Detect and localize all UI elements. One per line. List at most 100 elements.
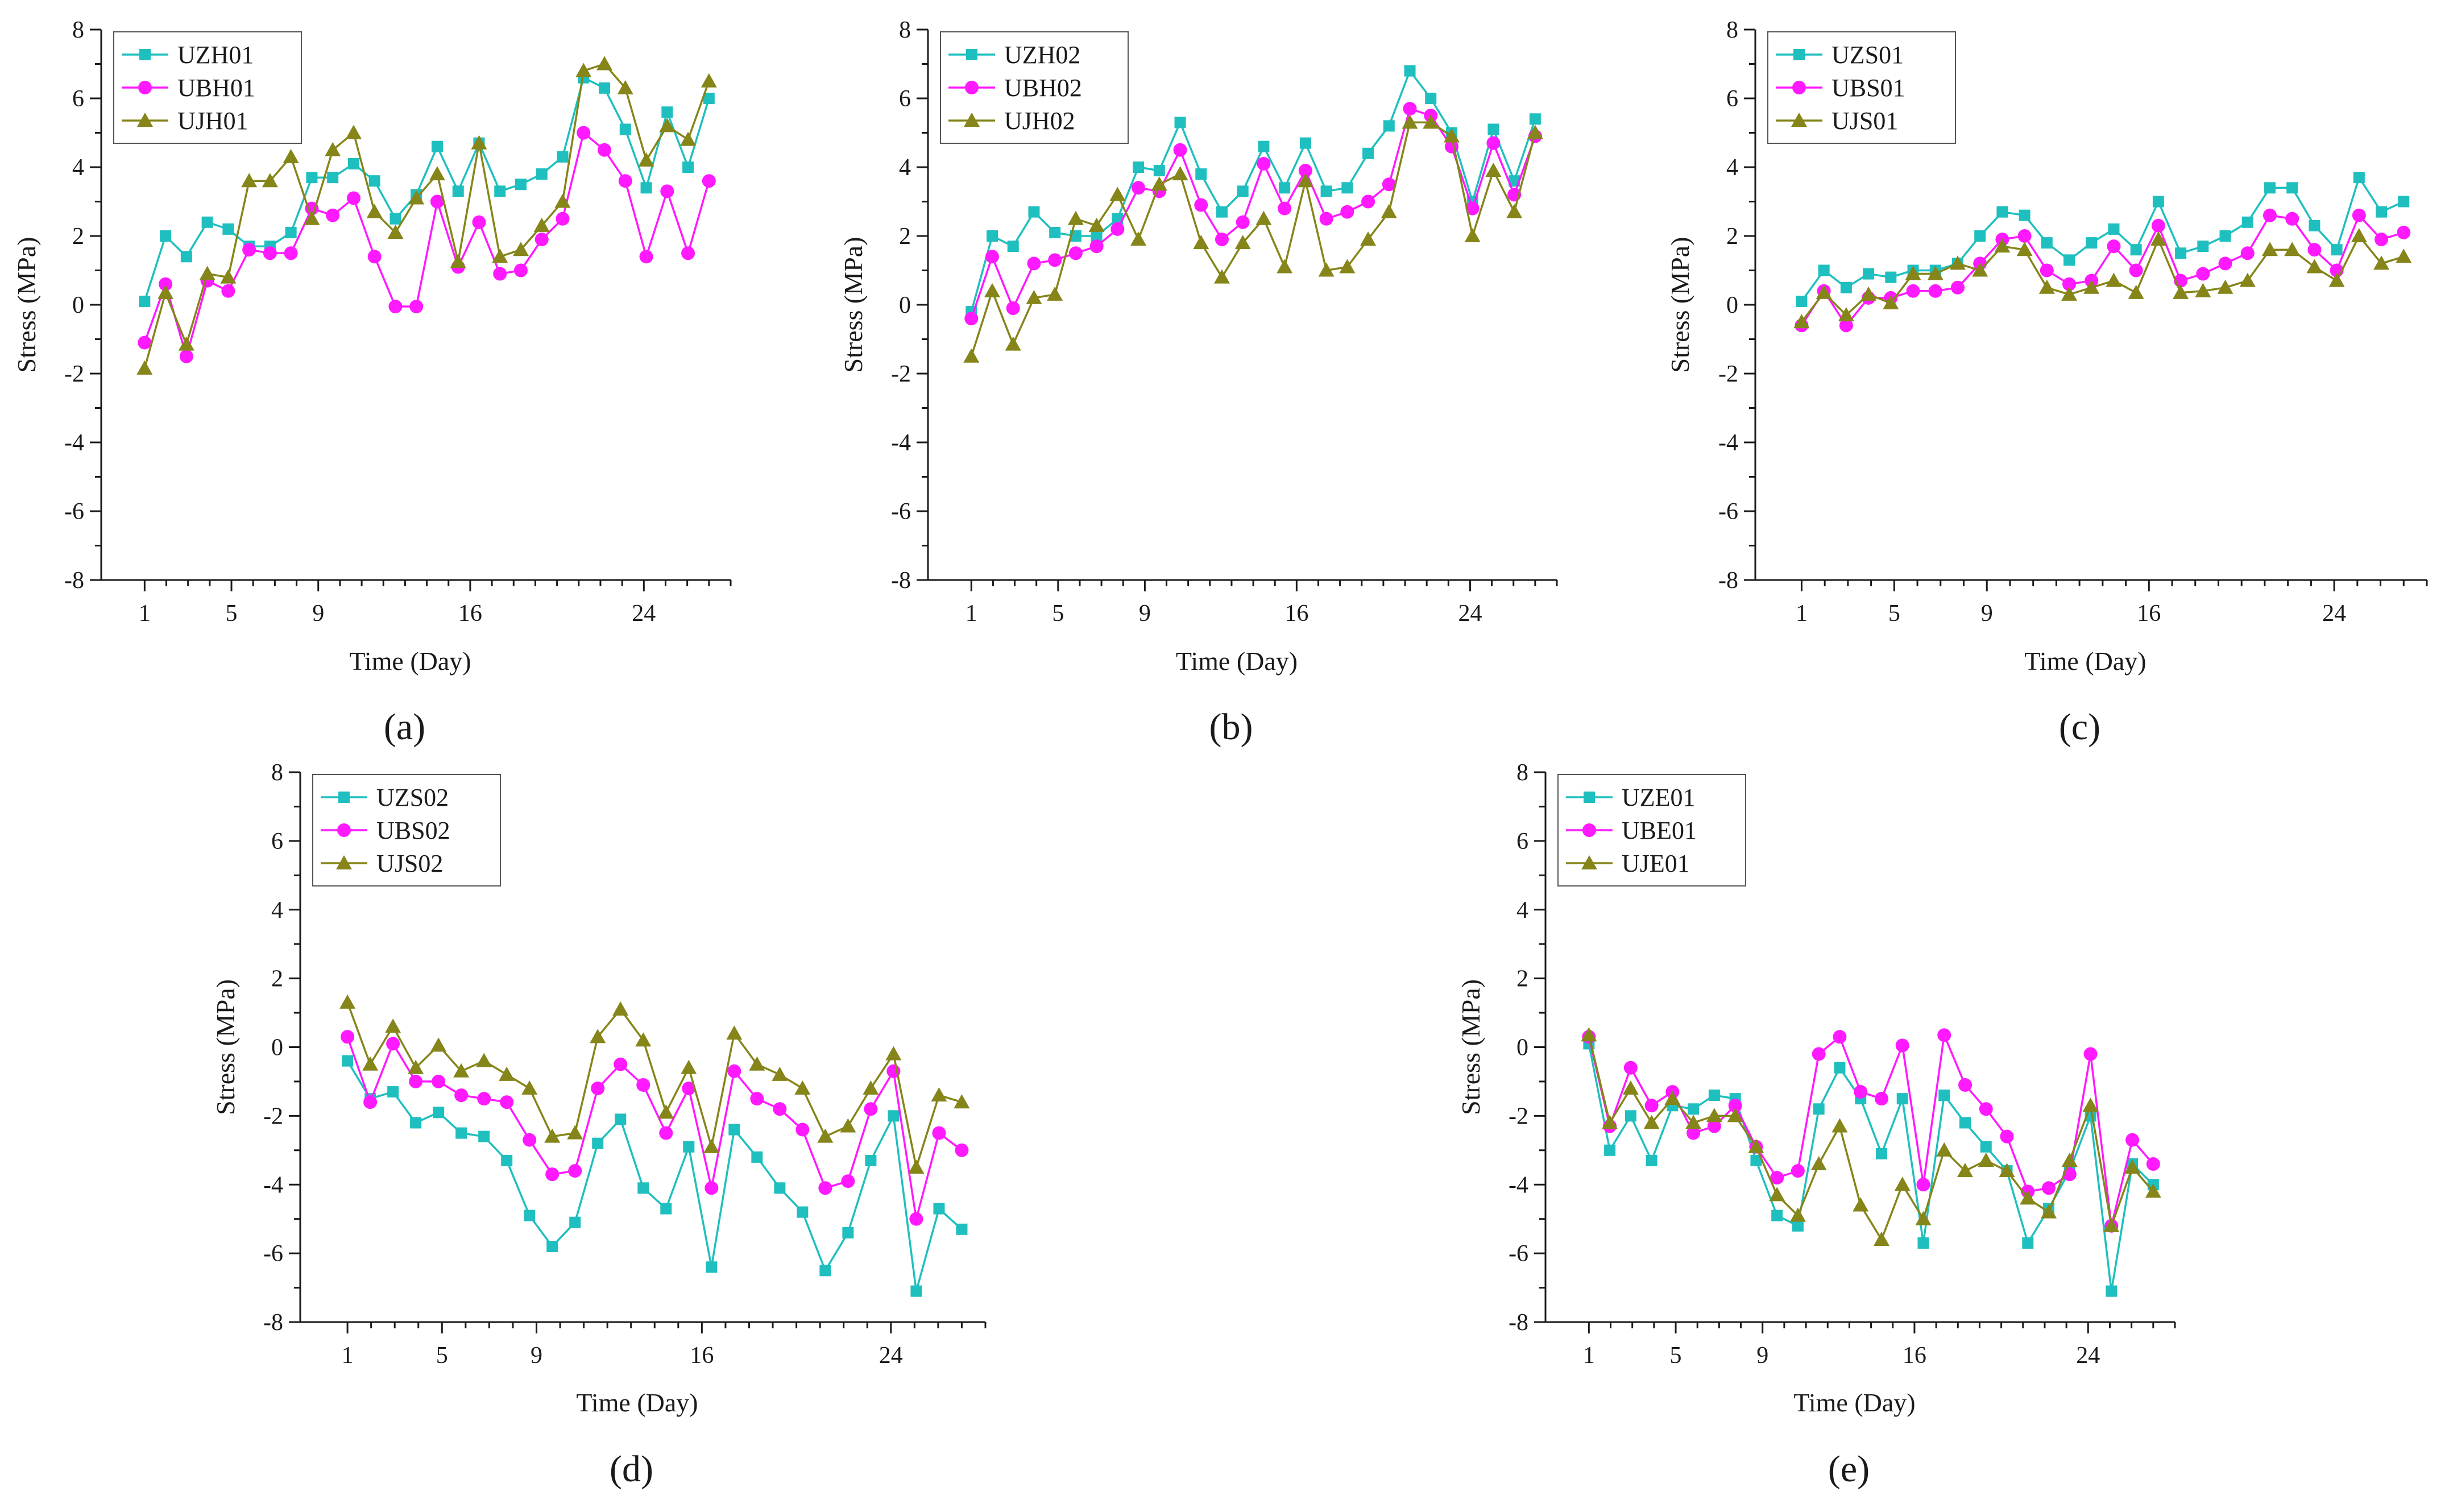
- y-tick-label: -2: [891, 361, 911, 387]
- legend-label: UZE01: [1622, 784, 1696, 811]
- data-point-UJS02: [612, 1001, 629, 1016]
- data-point-UJS01: [2173, 284, 2189, 299]
- data-point-UZH02: [1529, 113, 1541, 125]
- y-axis-title: Stress (MPa): [839, 237, 868, 373]
- data-point-UZS02: [888, 1110, 900, 1122]
- panel-label: (c): [2059, 706, 2100, 748]
- data-point-UZS01: [2241, 216, 2253, 228]
- data-point-UJS01: [2351, 228, 2367, 242]
- data-point-UZH02: [1279, 182, 1291, 194]
- data-point-UJH02: [1360, 231, 1377, 246]
- x-tick-label: 16: [1903, 1343, 1926, 1369]
- data-point-UJH02: [1088, 217, 1105, 232]
- data-point-UBH02: [1215, 233, 1229, 247]
- series-line-UJS02: [346, 1002, 962, 1168]
- series-line-UBS01: [1800, 213, 2404, 328]
- data-point-UZH02: [1153, 165, 1165, 177]
- data-point-UZH02: [1195, 168, 1207, 180]
- legend-entry-UBS01: UBS01: [1776, 74, 1905, 102]
- legend-marker: [137, 113, 153, 127]
- legend-marker: [1791, 113, 1807, 127]
- legend-marker: [1793, 49, 1805, 60]
- data-point-UJS01: [2195, 283, 2211, 297]
- data-point-UJS01: [1860, 286, 1877, 301]
- x-axis-title: Time (Day): [2024, 647, 2146, 676]
- data-point-UZH02: [1341, 182, 1353, 194]
- legend-label: UJH02: [1004, 107, 1075, 135]
- data-point-UBH02: [1298, 164, 1312, 178]
- data-point-UJE01: [1581, 1027, 1597, 1042]
- data-point-UZH01: [285, 226, 297, 238]
- series-line-UJH02: [970, 121, 1536, 357]
- series-UJE01: [1581, 1027, 2161, 1246]
- legend-label: UJS01: [1831, 107, 1898, 135]
- y-axis-title: Stress (MPa): [211, 979, 240, 1115]
- data-point-UZH02: [1425, 93, 1437, 104]
- data-point-UZS02: [501, 1154, 513, 1166]
- data-point-UBH01: [409, 300, 424, 314]
- data-point-UBH01: [221, 284, 235, 298]
- data-point-UBH02: [1194, 198, 1208, 212]
- data-point-UJS01: [1883, 295, 1899, 309]
- data-point-UBS02: [477, 1092, 491, 1106]
- data-point-UJH02: [984, 283, 1001, 297]
- data-point-UZE01: [1875, 1148, 1887, 1159]
- data-point-UZE01: [1688, 1103, 1700, 1115]
- data-point-UZH01: [599, 82, 611, 94]
- y-tick-label: -2: [64, 361, 84, 387]
- y-tick-label: -4: [891, 430, 911, 456]
- data-point-UJH02: [1213, 269, 1230, 284]
- data-point-UJE01: [1602, 1115, 1618, 1129]
- series-line-UBH01: [143, 131, 710, 361]
- data-point-UBH01: [514, 263, 528, 277]
- data-point-UBE01: [1895, 1038, 1909, 1053]
- legend-marker: [1792, 81, 1806, 94]
- data-point-UZH01: [306, 172, 318, 184]
- x-tick-label: 9: [531, 1343, 542, 1369]
- data-point-UZS01: [2041, 237, 2053, 249]
- data-point-UJH02: [1318, 262, 1335, 277]
- data-point-UBS01: [2352, 208, 2366, 222]
- data-point-UZS01: [1796, 295, 1808, 307]
- data-point-UBH01: [430, 194, 444, 209]
- data-point-UZS02: [410, 1117, 422, 1129]
- data-point-UJH01: [596, 56, 613, 71]
- y-tick-label: 0: [72, 292, 84, 318]
- data-point-UZH02: [1133, 161, 1145, 173]
- panel-label: (a): [384, 706, 425, 748]
- data-point-UJS02: [772, 1066, 788, 1081]
- data-point-UBS01: [2107, 239, 2121, 254]
- data-point-UZH01: [619, 123, 631, 135]
- data-point-UBS01: [1950, 280, 1965, 295]
- data-point-UZH01: [160, 230, 172, 242]
- data-point-UJS02: [885, 1046, 902, 1061]
- x-tick-label: 9: [312, 600, 324, 627]
- data-point-UBH02: [1068, 246, 1083, 260]
- data-point-UZE01: [1708, 1090, 1720, 1101]
- data-point-UJE01: [2020, 1190, 2036, 1205]
- data-point-UJE01: [1831, 1118, 1848, 1133]
- data-point-UBH02: [1027, 256, 1041, 271]
- data-point-UZS02: [728, 1124, 740, 1136]
- data-point-UJE01: [2103, 1217, 2120, 1232]
- series-UZS02: [342, 1055, 968, 1297]
- data-point-UZS02: [751, 1151, 763, 1163]
- data-point-UZS01: [2398, 196, 2410, 208]
- data-point-UZS02: [569, 1216, 581, 1228]
- data-point-UBS02: [727, 1064, 741, 1078]
- data-point-UJE01: [1957, 1163, 1973, 1178]
- data-point-UJS02: [499, 1066, 515, 1081]
- legend-entry-UBH02: UBH02: [948, 74, 1082, 102]
- data-point-UBS02: [750, 1092, 764, 1106]
- data-point-UBH02: [1236, 215, 1250, 229]
- data-point-UJH01: [617, 80, 633, 94]
- data-point-UJE01: [1789, 1207, 1806, 1222]
- data-point-UJE01: [1748, 1138, 1764, 1153]
- data-point-UBH02: [985, 250, 1000, 264]
- data-point-UJH01: [638, 152, 654, 167]
- y-tick-label: -4: [64, 430, 84, 456]
- data-point-UZS02: [933, 1203, 945, 1215]
- data-point-UZH01: [347, 158, 359, 169]
- legend: UZS02 UBS02 UJS02: [312, 774, 501, 887]
